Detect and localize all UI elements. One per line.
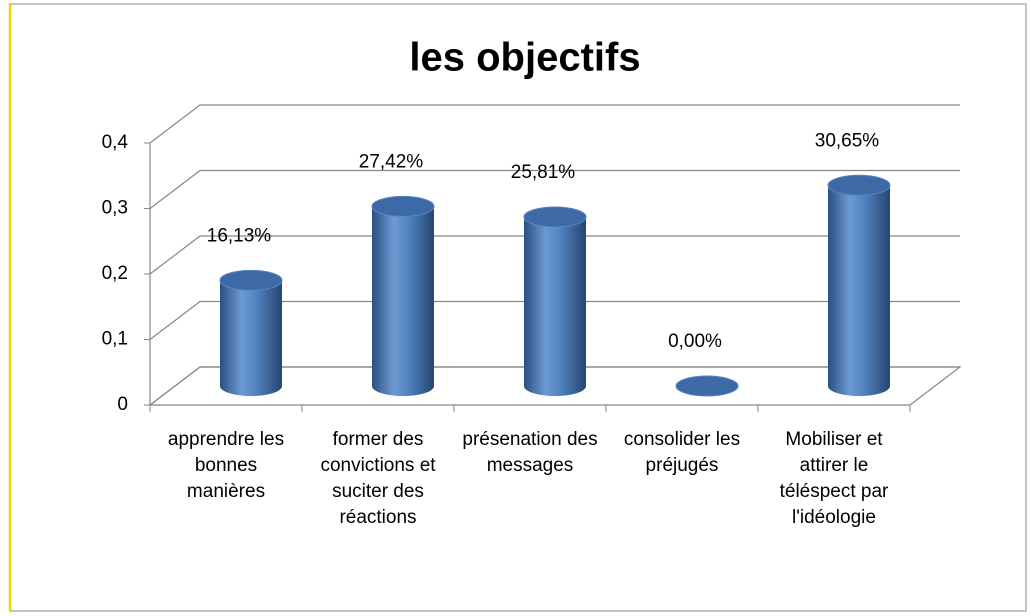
y-tick-label: 0 [117, 394, 128, 415]
x-tick-label: consolider les préjugés [623, 429, 741, 476]
x-tick-label: apprendre les bonnes manières [167, 429, 285, 502]
value-label: 16,13% [207, 225, 272, 246]
grid-line [149, 300, 960, 340]
y-tick-label: 0,1 [102, 329, 128, 350]
chart-title: les objectifs [409, 36, 640, 80]
value-label: 25,81% [511, 162, 576, 183]
x-tick-label: Mobiliser et attirer le téléspect par l'… [779, 429, 889, 528]
bar [372, 206, 434, 396]
bar-top [371, 195, 435, 217]
y-tick-label: 0,3 [102, 198, 128, 219]
value-label: 27,42% [359, 151, 424, 172]
bar [220, 280, 282, 396]
bar [524, 216, 586, 396]
grid-line [149, 104, 960, 144]
x-tick-label: présenation des messages [462, 429, 598, 476]
bar-top [675, 375, 739, 397]
bar-top [827, 174, 891, 196]
bar-top [219, 269, 283, 291]
y-tick-label: 0,2 [102, 263, 128, 284]
value-label: 30,65% [815, 130, 880, 151]
grid-line [149, 235, 960, 275]
grid-line [149, 169, 960, 209]
bar [828, 185, 890, 396]
bar-top [523, 206, 587, 228]
y-tick-label: 0,4 [102, 132, 129, 153]
grid-line [149, 366, 960, 406]
value-label: 0,00% [668, 331, 722, 352]
x-tick-label: former des convictions et suciter des ré… [320, 429, 436, 528]
